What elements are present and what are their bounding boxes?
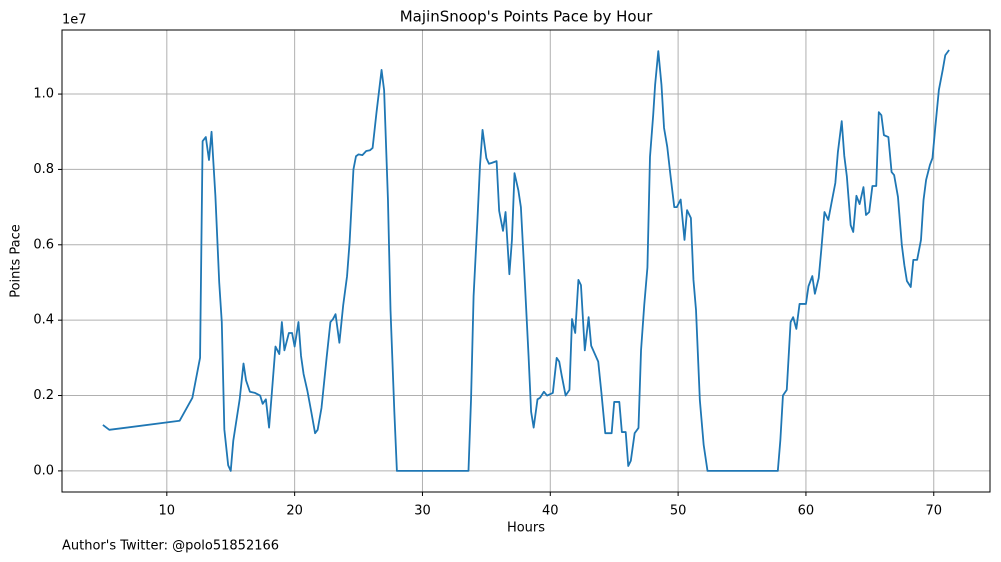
y-tick-label: 1.0: [33, 87, 54, 102]
data-line: [102, 49, 950, 472]
x-tick-label: 10: [159, 504, 176, 519]
x-tick-label: 30: [414, 504, 431, 519]
y-tick-label: 0.2: [33, 388, 54, 403]
x-tick-label: 50: [670, 504, 687, 519]
x-tick-label: 70: [925, 504, 942, 519]
y-axis-label: Points Pace: [9, 224, 24, 298]
y-offset-label: 1e7: [62, 13, 87, 28]
y-tick-label: 0.4: [33, 313, 54, 328]
x-tick-label: 60: [798, 504, 815, 519]
x-tick-label: 40: [542, 504, 559, 519]
x-tick-label: 20: [286, 504, 303, 519]
y-tick-label: 0.0: [33, 463, 54, 478]
footnote: Author's Twitter: @polo51852166: [62, 539, 279, 554]
x-axis-label: Hours: [507, 521, 545, 536]
chart-title: MajinSnoop's Points Pace by Hour: [400, 8, 653, 26]
y-tick-label: 0.8: [33, 162, 54, 177]
y-tick-label: 0.6: [33, 237, 54, 252]
plot-frame: [61, 29, 991, 493]
